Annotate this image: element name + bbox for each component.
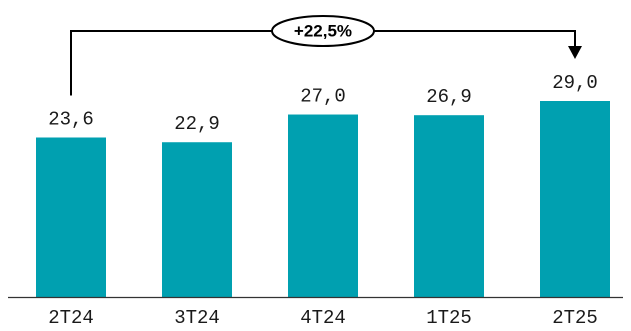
category-label-4t24: 4T24 <box>300 307 346 329</box>
bar-3t24 <box>162 142 232 297</box>
category-labels-layer: 2T24 3T24 4T24 1T25 2T25 <box>48 307 598 329</box>
growth-arrowhead <box>568 46 582 59</box>
category-label-2t25: 2T25 <box>552 307 598 329</box>
bar-2t24 <box>36 137 106 297</box>
growth-percentage-label: +22,5% <box>294 22 352 41</box>
bar-1t25 <box>414 115 484 297</box>
value-label-3t24: 22,9 <box>174 113 220 135</box>
value-label-2t25: 29,0 <box>552 72 598 94</box>
category-label-1t25: 1T25 <box>426 307 472 329</box>
value-label-1t25: 26,9 <box>426 86 472 108</box>
category-label-2t24: 2T24 <box>48 307 94 329</box>
value-label-2t24: 23,6 <box>48 108 94 130</box>
bar-4t24 <box>288 114 358 297</box>
bar-2t25 <box>540 101 610 297</box>
growth-badge <box>271 15 375 47</box>
growth-annotation: +22,5% <box>70 15 582 96</box>
value-label-4t24: 27,0 <box>300 86 346 108</box>
bars-layer <box>36 101 610 297</box>
value-labels-layer: 23,6 22,9 27,0 26,9 29,0 <box>48 72 598 135</box>
category-label-3t24: 3T24 <box>174 307 220 329</box>
